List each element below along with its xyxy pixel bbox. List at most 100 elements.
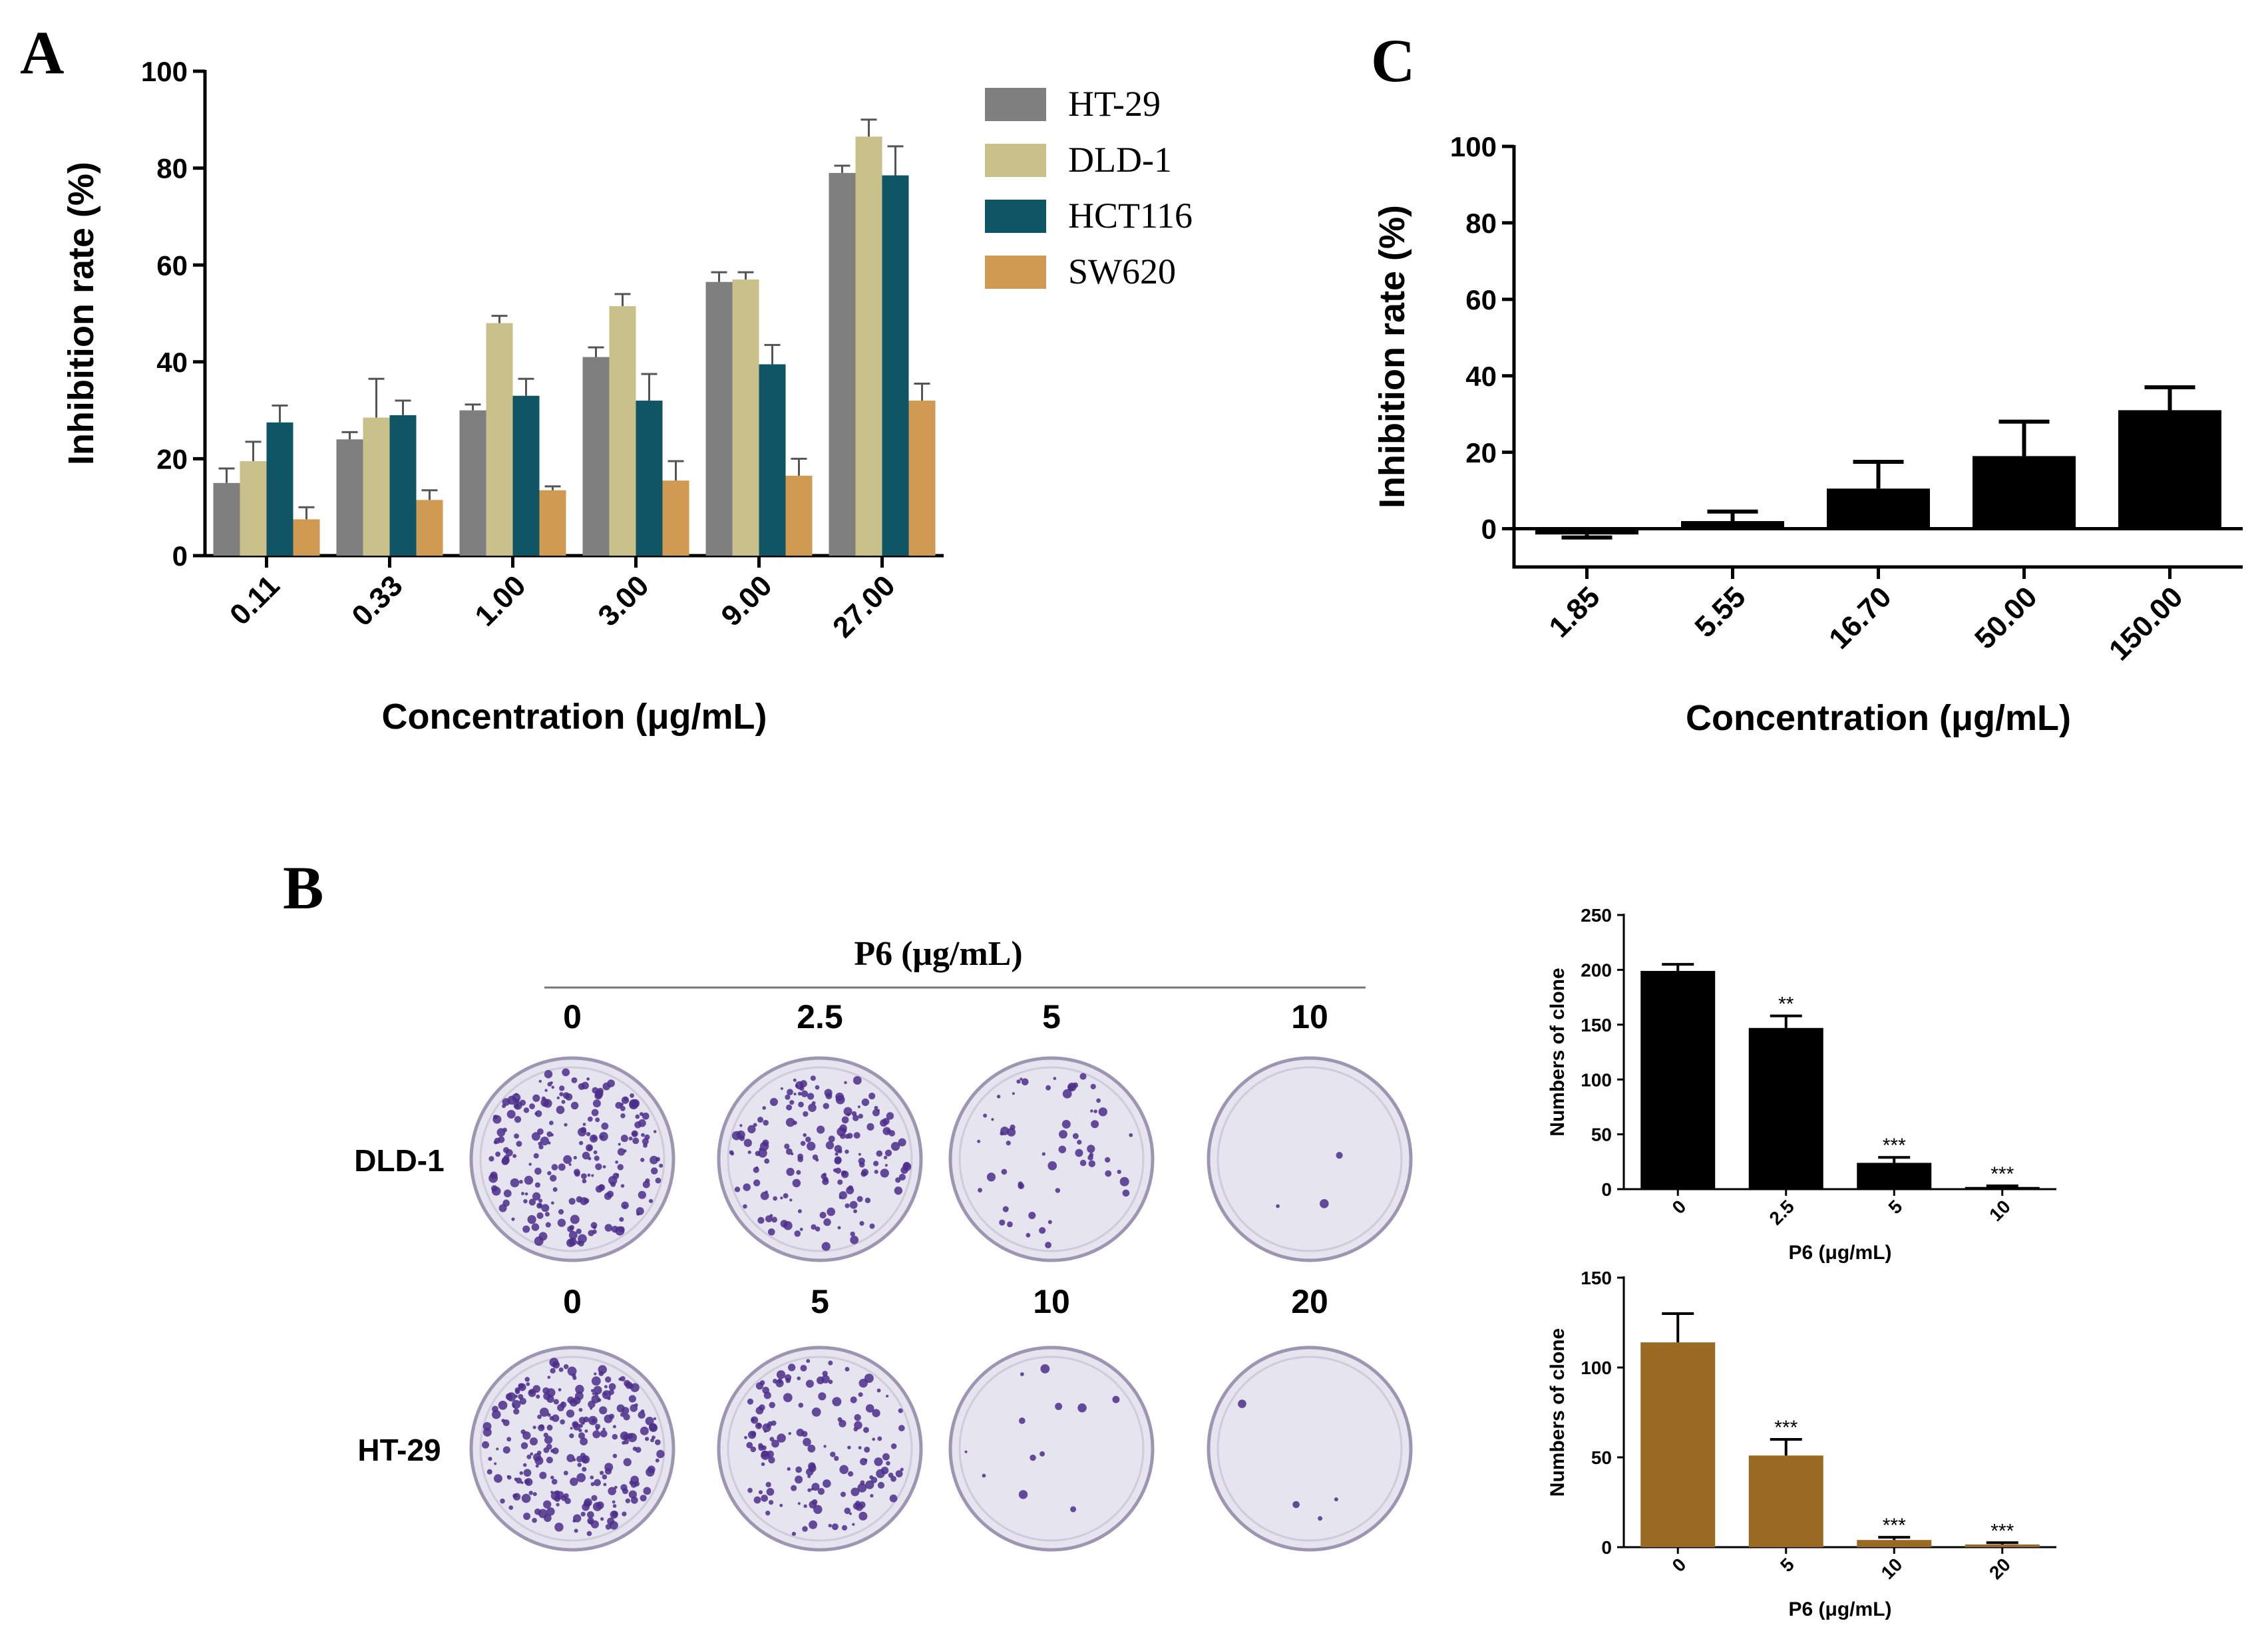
colony-dot: [496, 1447, 499, 1451]
colony-dot: [612, 1500, 616, 1504]
colony-dot: [595, 1423, 601, 1429]
colony-dot: [604, 1385, 608, 1389]
colony-dot: [757, 1117, 764, 1123]
x-tick-label: 2.5: [1766, 1196, 1798, 1228]
colony-dot: [575, 1384, 584, 1394]
colony-dot: [568, 1230, 578, 1240]
colony-dot: [586, 1144, 593, 1152]
colony-dot: [546, 1507, 555, 1516]
colony-dot: [859, 1220, 864, 1226]
colony-dot: [983, 1113, 988, 1118]
colony-dot: [743, 1139, 752, 1147]
significance-mark: ***: [1990, 1520, 2014, 1542]
colony-dot: [552, 1447, 559, 1455]
colony-dot: [541, 1204, 550, 1212]
colony-dot: [1058, 1145, 1067, 1154]
y-tick-label: 40: [1465, 361, 1497, 392]
colony-dot: [600, 1517, 604, 1521]
colony-dot: [789, 1198, 793, 1202]
colony-dot: [570, 1214, 580, 1224]
colony-dot: [590, 1407, 593, 1410]
colony-dot: [1072, 1133, 1079, 1139]
colony-dot: [547, 1413, 551, 1417]
colony-dot: [828, 1379, 833, 1384]
colony-dot: [556, 1503, 560, 1507]
colony-dot: [1098, 1107, 1107, 1117]
colony-dot: [753, 1496, 761, 1504]
colony-dot: [498, 1204, 507, 1212]
colony-dot: [574, 1391, 584, 1401]
colony-dot: [1041, 1152, 1046, 1156]
y-tick-label: 50: [1591, 1125, 1612, 1145]
colony-dot: [635, 1114, 640, 1119]
colony-dot: [877, 1109, 880, 1112]
y-axis-title: Inhibition rate (%): [1372, 205, 1412, 508]
colony-dot: [747, 1398, 754, 1405]
colony-dot: [570, 1477, 578, 1486]
colony-dot: [1105, 1157, 1111, 1163]
colony-dot: [580, 1511, 586, 1517]
colony-dot: [825, 1093, 833, 1099]
colony-dot: [1122, 1189, 1130, 1197]
x-tick-label: 10: [1985, 1196, 2014, 1225]
colony-dot: [823, 1445, 827, 1448]
y-tick-label: 80: [156, 153, 188, 184]
bar: [1827, 488, 1930, 529]
colony-dot: [858, 1511, 868, 1521]
colony-dot: [586, 1132, 591, 1137]
colony-dot: [747, 1487, 753, 1493]
colony-dot: [807, 1444, 816, 1453]
colony-dot: [536, 1128, 544, 1135]
culture-plate: [948, 1346, 1155, 1552]
colony-dot: [632, 1137, 640, 1145]
colony-dot: [798, 1101, 804, 1108]
colony-dot: [1090, 1109, 1093, 1113]
colony-dot: [606, 1190, 614, 1198]
colony-dot: [531, 1132, 540, 1141]
colony-dot: [797, 1091, 802, 1096]
colony-dot: [860, 1171, 867, 1177]
colony-dot: [877, 1481, 885, 1489]
colony-dot: [576, 1228, 582, 1234]
colony-dot: [501, 1419, 505, 1423]
colony-dot: [550, 1201, 554, 1205]
colony-dot: [588, 1519, 594, 1525]
colony-dot: [594, 1155, 600, 1161]
y-tick-label: 100: [1450, 131, 1497, 162]
legend-swatch: [985, 256, 1046, 289]
colony-dot: [573, 1156, 577, 1160]
plate-rim: [479, 1356, 665, 1542]
colony-dot: [1276, 1204, 1280, 1208]
colony-dot: [758, 1490, 763, 1495]
colony-dot: [1077, 1139, 1082, 1145]
colony-dot: [493, 1474, 502, 1483]
colony-dot: [488, 1173, 498, 1183]
colony-dot: [508, 1505, 514, 1510]
colony-dot: [504, 1155, 510, 1161]
plate-rim: [727, 1066, 913, 1252]
colony-dot: [854, 1421, 862, 1429]
colony-dot: [830, 1451, 836, 1457]
colony-dot: [521, 1493, 531, 1503]
colony-dot: [845, 1367, 850, 1372]
colony-dot: [822, 1370, 828, 1377]
colony-dot: [602, 1427, 606, 1431]
colony-dot: [590, 1482, 595, 1487]
colony-dot: [592, 1430, 601, 1439]
x-tick-label: 0: [1668, 1554, 1690, 1576]
colony-dot: [494, 1462, 497, 1465]
bar: [1965, 1544, 2040, 1547]
colony-dot: [845, 1203, 850, 1208]
colony-dot: [753, 1167, 759, 1173]
colony-dot: [780, 1087, 783, 1090]
colony-dot: [551, 1085, 554, 1089]
colony-dot: [785, 1374, 792, 1381]
colony-dot: [865, 1480, 874, 1489]
colony-dot: [587, 1116, 593, 1122]
legend-a: HT-29 DLD-1 HCT116 SW620: [985, 84, 1193, 291]
y-tick-label: 20: [1465, 437, 1497, 468]
colony-dot: [562, 1092, 570, 1099]
colony-dot: [862, 1427, 869, 1433]
colony-dot: [605, 1524, 612, 1530]
colony-dot: [747, 1431, 757, 1439]
